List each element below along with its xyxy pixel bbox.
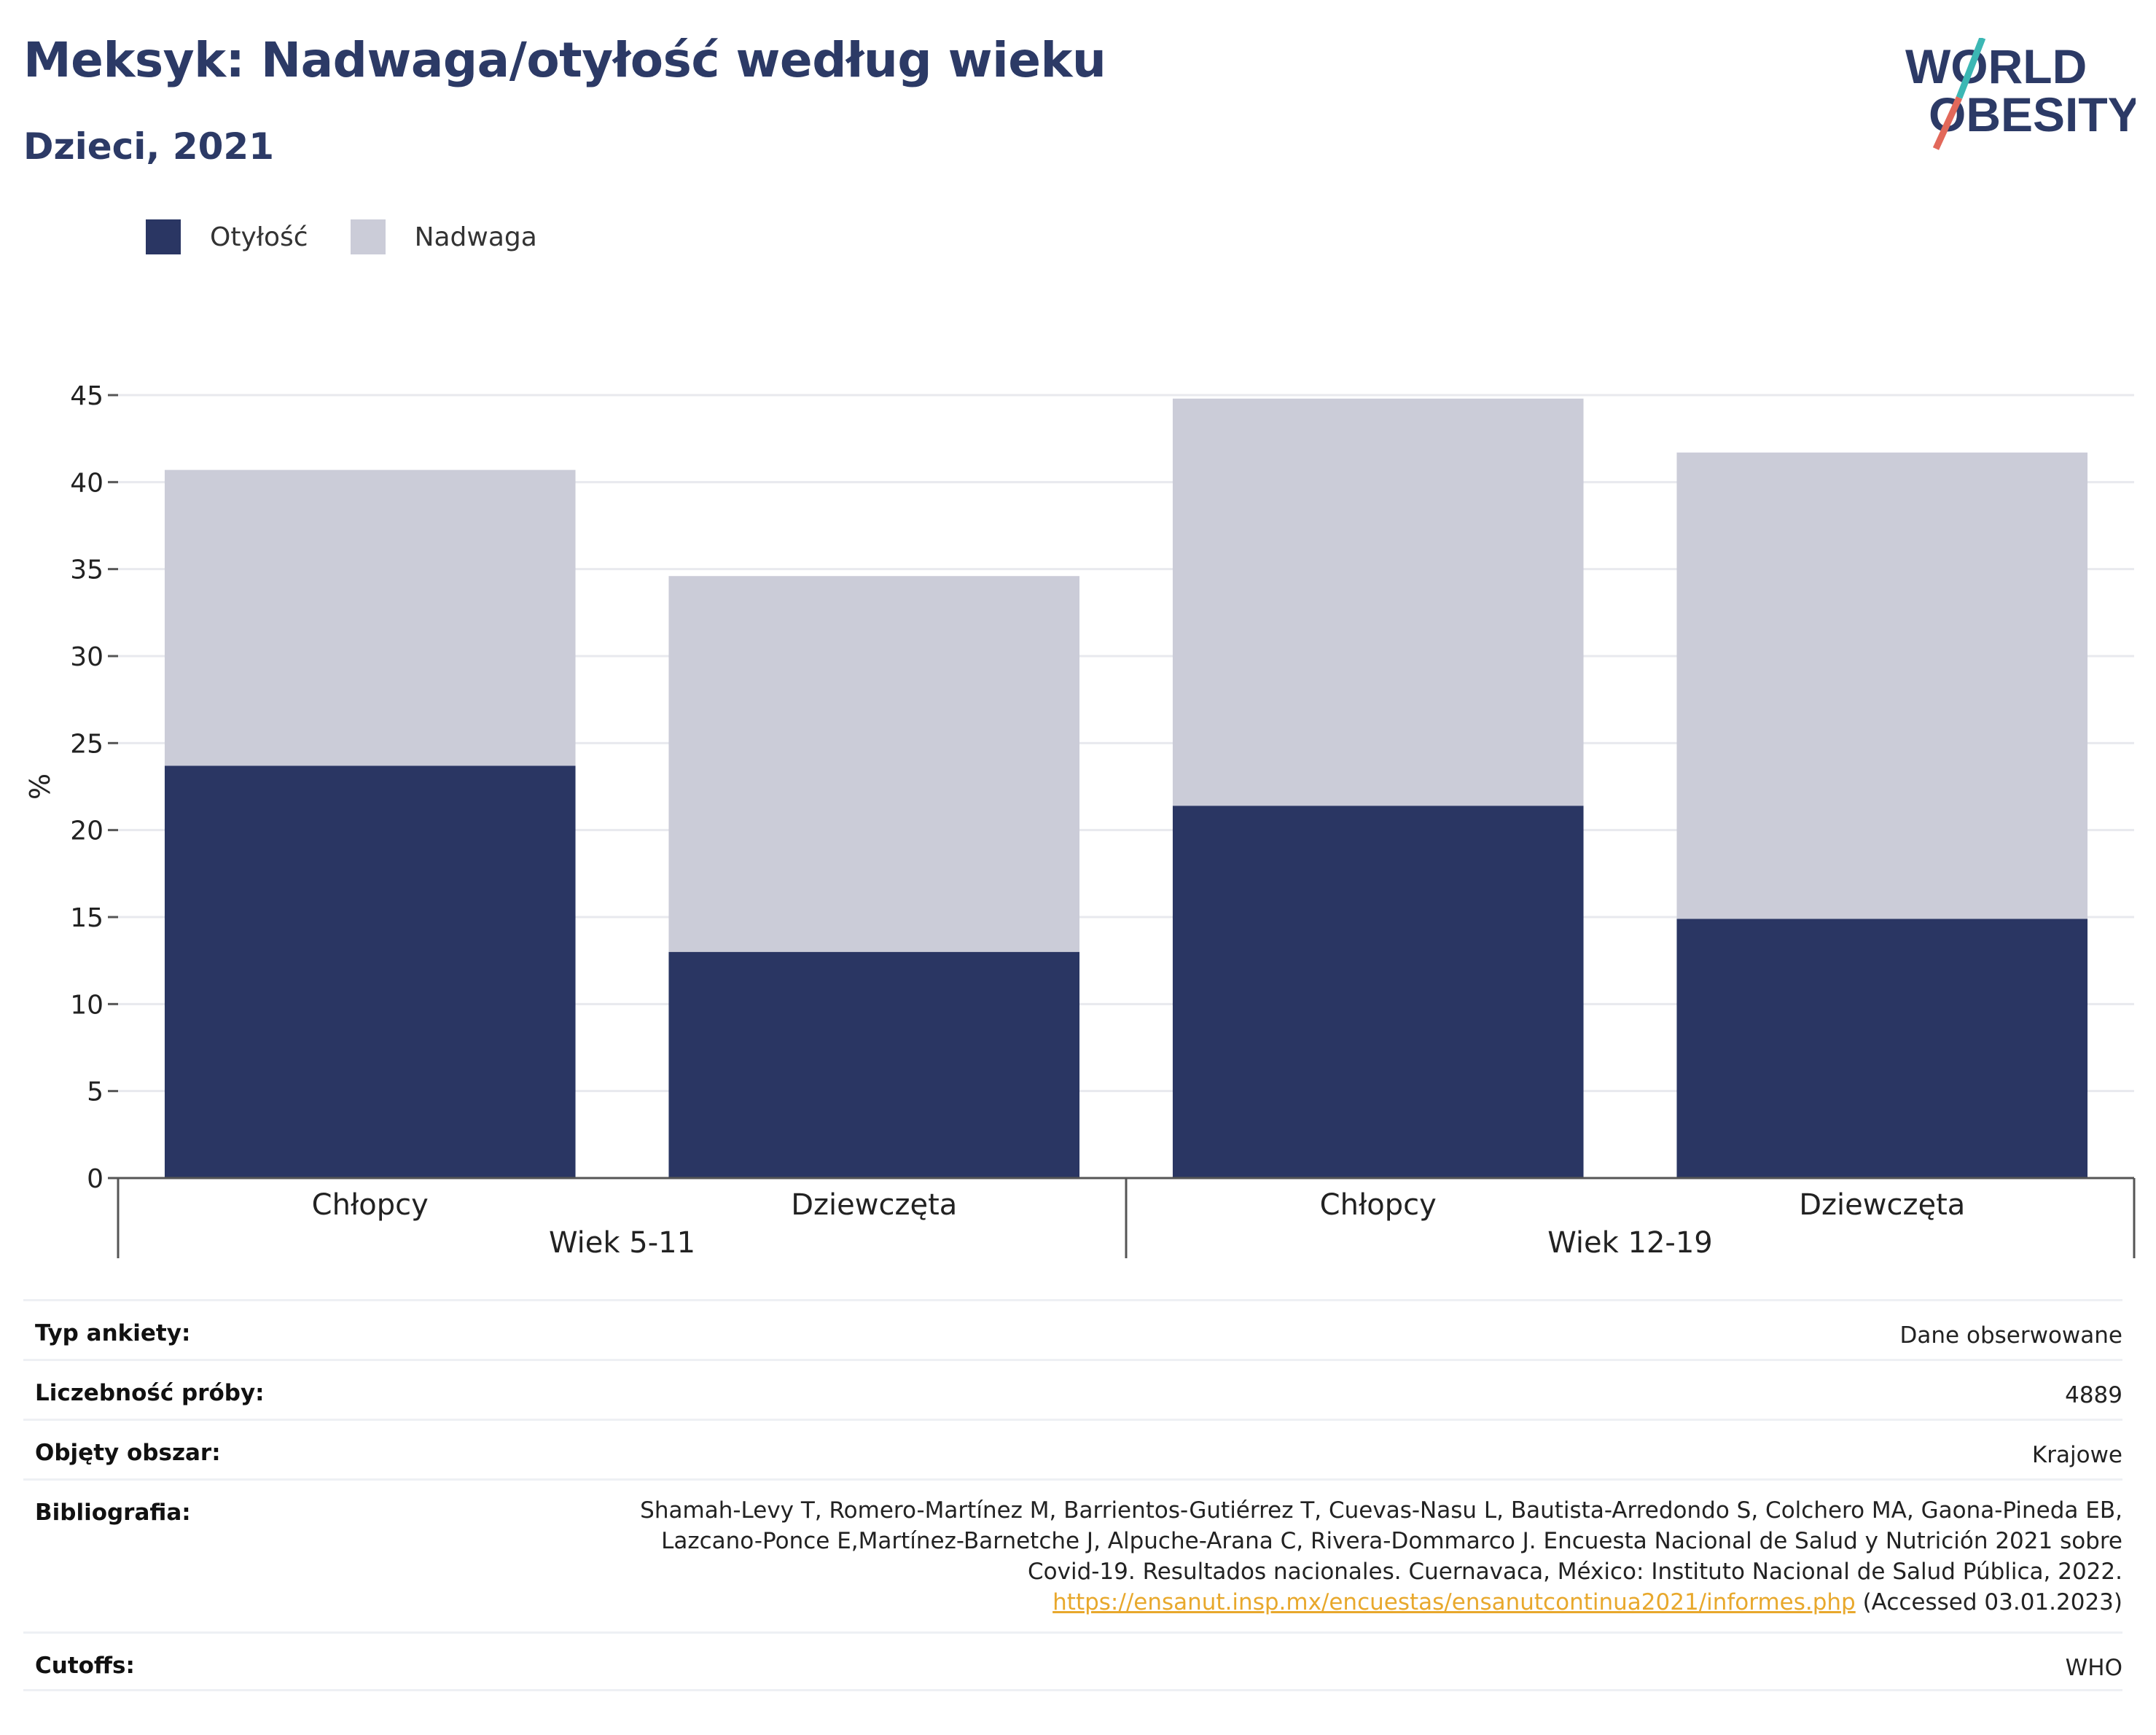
y-tick-label: 45	[70, 381, 103, 411]
info-row-survey-type: Typ ankiety: Dane obserwowane	[23, 1299, 2122, 1359]
cutoffs-value: WHO	[2065, 1655, 2122, 1681]
y-tick-label: 30	[70, 642, 103, 672]
x-tick-label: Chłopcy	[312, 1188, 429, 1222]
bar-obesity	[668, 951, 1080, 1178]
y-tick-label: 15	[70, 903, 103, 933]
area-label: Objęty obszar:	[35, 1440, 221, 1466]
bar-overweight	[668, 576, 1080, 952]
bar-overweight	[164, 469, 576, 766]
bibliography-link[interactable]: https://ensanut.insp.mx/encuestas/ensanu…	[1052, 1589, 1856, 1615]
bar-obesity	[1172, 806, 1584, 1178]
bar-overweight	[1676, 452, 2088, 919]
y-tick-label: 5	[87, 1077, 103, 1107]
y-axis-label: %	[24, 773, 56, 800]
x-tick-label: Chłopcy	[1320, 1188, 1437, 1222]
chart-subtitle: Dzieci, 2021	[23, 125, 274, 168]
y-tick-label: 35	[70, 555, 103, 585]
info-row-cutoffs: Cutoffs: WHO	[23, 1631, 2122, 1691]
bibliography-line2: Lazcano-Ponce E,Martínez-Barnetche J, Al…	[661, 1528, 2122, 1554]
bibliography-label: Bibliografia:	[35, 1500, 191, 1526]
bibliography-line1: Shamah-Levy T, Romero-Martínez M, Barrie…	[640, 1497, 2122, 1524]
y-tick-label: 0	[87, 1164, 103, 1194]
chart-title: Meksyk: Nadwaga/otyłość według wieku	[23, 32, 1106, 88]
bibliography-value: Shamah-Levy T, Romero-Martínez M, Barrie…	[640, 1481, 2122, 1618]
y-tick-label: 10	[70, 990, 103, 1020]
legend-label-overweight: Nadwaga	[414, 222, 537, 252]
area-value: Krajowe	[2031, 1442, 2122, 1468]
info-row-bibliography: Bibliografia: Shamah-Levy T, Romero-Mart…	[23, 1478, 2122, 1631]
bibliography-accessed: (Accessed 03.01.2023)	[1855, 1589, 2122, 1615]
sample-size-label: Liczebność próby:	[35, 1380, 265, 1406]
legend-label-obesity: Otyłość	[210, 222, 308, 252]
cutoffs-label: Cutoffs:	[35, 1653, 135, 1679]
stacked-bar-chart: 0 5 10 15 20 25 30 35 40 45% Chłopcy Dziewczęta Chło…	[24, 381, 2136, 1260]
legend-swatch-overweight	[350, 219, 386, 254]
x-tick-label: Dziewczęta	[1799, 1188, 1965, 1222]
bar-overweight	[1172, 398, 1584, 806]
legend: Otyłość Nadwaga	[146, 219, 579, 255]
bar-obesity	[164, 765, 576, 1178]
legend-swatch-obesity	[146, 219, 181, 254]
y-tick-label: 20	[70, 816, 103, 846]
bibliography-line3: Covid-19. Resultados nacionales. Cuernav…	[1028, 1559, 2122, 1585]
sample-size-value: 4889	[2065, 1382, 2122, 1408]
logo-line1: WORLD	[1905, 39, 2087, 93]
survey-type-value: Dane obserwowane	[1899, 1322, 2122, 1349]
x-tick-label: Dziewczęta	[791, 1188, 957, 1222]
survey-type-label: Typ ankiety:	[35, 1320, 191, 1346]
world-obesity-logo: WORLD OBESITY	[1905, 38, 2136, 150]
group-label: Wiek 5-11	[549, 1226, 695, 1260]
info-row-sample-size: Liczebność próby: 4889	[23, 1359, 2122, 1419]
bar-obesity	[1676, 919, 2088, 1178]
group-label: Wiek 12-19	[1547, 1226, 1713, 1260]
info-table: Typ ankiety: Dane obserwowane Liczebność…	[23, 1299, 2122, 1691]
y-tick-label: 40	[70, 468, 103, 498]
info-row-area: Objęty obszar: Krajowe	[23, 1419, 2122, 1478]
y-tick-label: 25	[70, 729, 103, 759]
